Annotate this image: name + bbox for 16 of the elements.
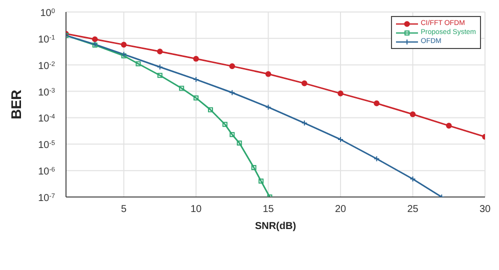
x-tick-label: 20: [334, 204, 347, 216]
y-tick-label: 10$^{-7}$: [38, 192, 56, 204]
x-tick-label: 5: [121, 204, 128, 216]
x-tick-label: 25: [407, 204, 419, 216]
x-tick-label: 30: [479, 204, 491, 216]
y-axis-title: BER: [8, 90, 24, 120]
y-tick-label: 10$^{-2}$: [38, 60, 56, 72]
y-tick-label: 10$^{-1}$: [38, 34, 56, 46]
x-tick-label: 15: [262, 204, 274, 216]
x-axis-title: SNR(dB): [254, 221, 296, 232]
y-tick-label: 10$^{-4}$: [38, 113, 56, 125]
y-tick-label: 10$^{-5}$: [38, 140, 56, 152]
x-tick-label: 10: [190, 204, 202, 216]
y-tick-label: 10$^{0}$: [40, 8, 56, 19]
y-tick-label: 10$^{-6}$: [38, 166, 56, 178]
y-tick-label: 10$^{-3}$: [38, 86, 56, 98]
